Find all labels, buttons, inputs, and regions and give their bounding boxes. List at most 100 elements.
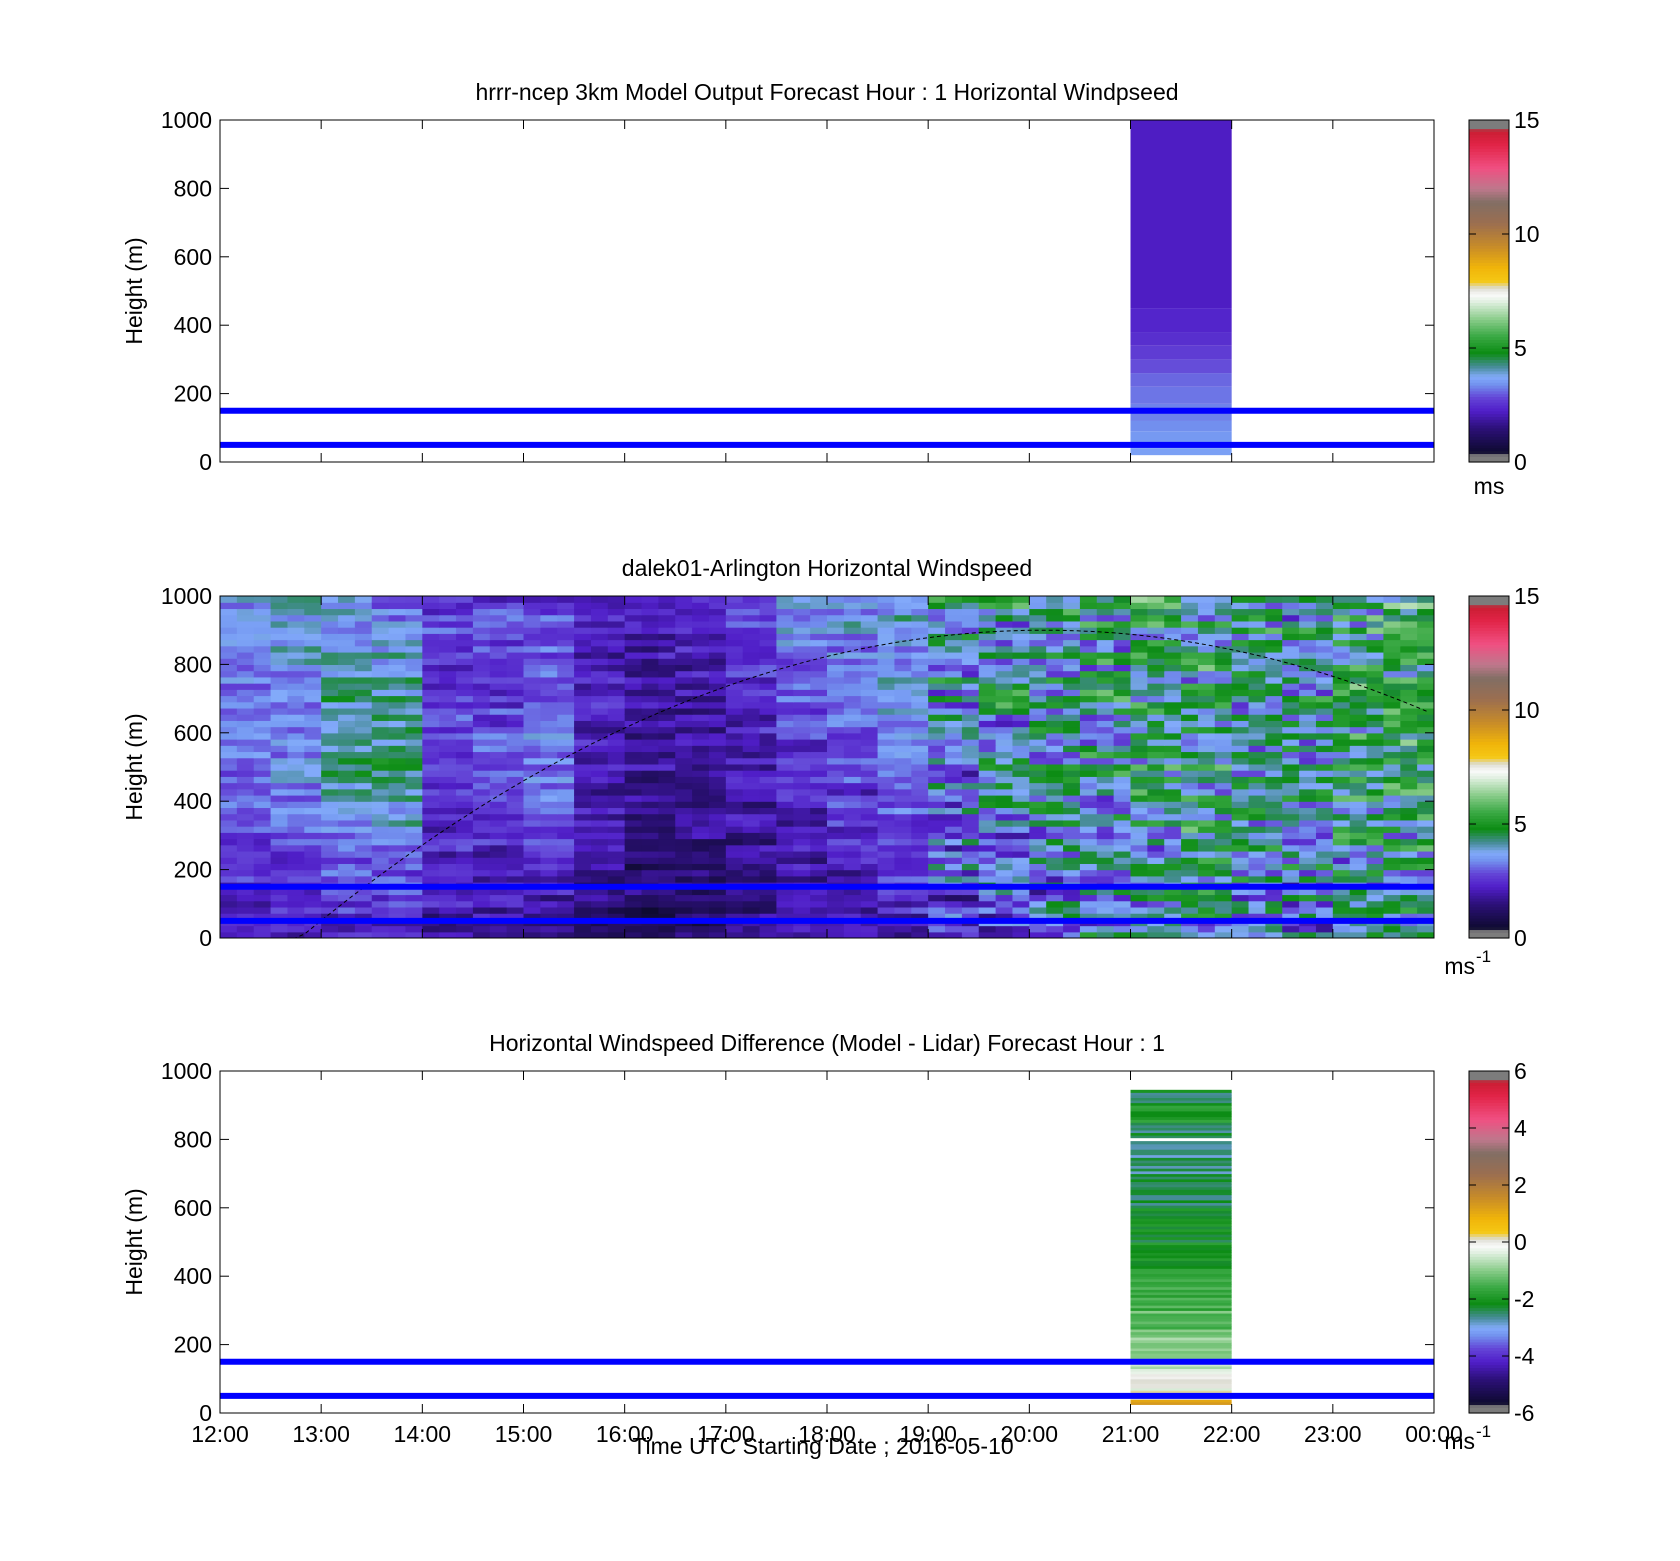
- colorbar-segment: [1469, 729, 1509, 734]
- difference-cell: [1130, 1094, 1232, 1099]
- lidar-cell: [911, 745, 929, 753]
- colorbar-segment: [1469, 613, 1509, 617]
- lidar-cell: [1231, 869, 1250, 877]
- difference-cell: [1130, 1313, 1232, 1317]
- lidar-cell: [321, 695, 339, 703]
- colorbar-segment: [1469, 444, 1509, 449]
- lidar-cell: [1079, 664, 1098, 672]
- lidar-cell: [1349, 770, 1368, 777]
- lidar-cell: [827, 639, 845, 647]
- lidar-cell: [1096, 732, 1115, 740]
- lidar-cell: [1046, 745, 1064, 753]
- lidar-cell: [456, 620, 474, 628]
- lidar-cell: [1299, 633, 1317, 641]
- lidar-cell: [860, 906, 879, 914]
- lidar-cell: [1063, 670, 1081, 678]
- lidar-cell: [658, 608, 676, 616]
- lidar-cell: [1181, 670, 1199, 678]
- lidar-cell: [220, 770, 238, 777]
- lidar-cell: [321, 664, 339, 672]
- lidar-cell: [658, 670, 676, 678]
- y-tick-label: 400: [174, 1263, 212, 1289]
- lidar-cell: [472, 894, 491, 902]
- lidar-cell: [708, 763, 727, 771]
- lidar-cell: [877, 869, 896, 877]
- lidar-cell: [877, 683, 896, 690]
- lidar-cell: [1197, 788, 1216, 796]
- lidar-cell: [1164, 770, 1182, 777]
- colorbar-segment: [1469, 1350, 1509, 1354]
- lidar-cell: [607, 801, 626, 809]
- lidar-cell: [321, 689, 339, 697]
- lidar-cell: [810, 826, 828, 833]
- lidar-cell: [1315, 875, 1334, 883]
- lidar-cell: [1164, 838, 1182, 846]
- lidar-cell: [793, 645, 811, 653]
- lidar-cell: [1046, 906, 1064, 914]
- lidar-cell: [624, 813, 643, 821]
- colorbar-segment: [1469, 692, 1509, 697]
- lidar-cell: [827, 782, 845, 790]
- lidar-cell: [843, 782, 862, 790]
- lidar-cell: [1130, 782, 1148, 790]
- lidar-cell: [1113, 826, 1132, 833]
- lidar-cell: [236, 620, 255, 628]
- lidar-cell: [1417, 782, 1434, 790]
- lidar-cell: [540, 695, 558, 703]
- colorbar-segment: [1469, 1116, 1509, 1121]
- lidar-cell: [708, 651, 727, 659]
- lidar-cell: [1231, 745, 1250, 753]
- lidar-cell: [658, 888, 676, 896]
- lidar-cell: [827, 658, 845, 665]
- lidar-cell: [1349, 639, 1368, 647]
- lidar-cell: [961, 639, 980, 647]
- lidar-cell: [1063, 875, 1081, 883]
- lidar-cell: [1130, 707, 1148, 715]
- lidar-cell: [371, 770, 390, 777]
- lidar-cell: [725, 614, 744, 622]
- lidar-cell: [675, 788, 693, 796]
- lidar-cell: [692, 931, 710, 938]
- lidar-cell: [877, 732, 896, 740]
- lidar-cell: [540, 794, 558, 802]
- lidar-cell: [1079, 732, 1098, 740]
- lidar-cell: [1096, 689, 1115, 697]
- colorbar-segment: [1469, 835, 1509, 839]
- lidar-cell: [338, 620, 356, 628]
- lidar-cell: [489, 888, 508, 896]
- lidar-cell: [742, 888, 761, 896]
- lidar-cell: [1130, 770, 1148, 777]
- difference-cell: [1130, 1368, 1232, 1372]
- lidar-cell: [456, 925, 474, 933]
- lidar-cell: [1366, 869, 1385, 877]
- lidar-cell: [1046, 807, 1064, 815]
- lidar-cell: [456, 689, 474, 697]
- lidar-cell: [489, 651, 508, 659]
- colorbar-segment: [1469, 282, 1509, 286]
- colorbar-segment: [1469, 1182, 1509, 1186]
- colorbar-segment: [1469, 1204, 1509, 1209]
- lidar-cell: [759, 906, 778, 914]
- lidar-cell: [439, 776, 457, 784]
- lidar-cell: [1383, 714, 1401, 721]
- lidar-cell: [1079, 751, 1098, 759]
- lidar-cell: [1231, 838, 1250, 846]
- lidar-cell: [456, 826, 474, 833]
- lidar-cell: [827, 931, 845, 938]
- lidar-cell: [456, 757, 474, 765]
- lidar-cell: [439, 888, 457, 896]
- lidar-cell: [961, 875, 980, 883]
- lidar-cell: [692, 819, 710, 827]
- lidar-cell: [624, 695, 643, 703]
- lidar-cell: [658, 596, 676, 603]
- lidar-cell: [995, 614, 1014, 622]
- lidar-cell: [1046, 776, 1064, 784]
- lidar-cell: [371, 726, 390, 734]
- lidar-cell: [641, 670, 659, 678]
- lidar-cell: [506, 906, 525, 914]
- colorbar-segment: [1469, 1310, 1509, 1314]
- lidar-cell: [843, 701, 862, 709]
- lidar-cell: [894, 596, 912, 603]
- lidar-cell: [1079, 745, 1098, 753]
- lidar-cell: [1315, 701, 1334, 709]
